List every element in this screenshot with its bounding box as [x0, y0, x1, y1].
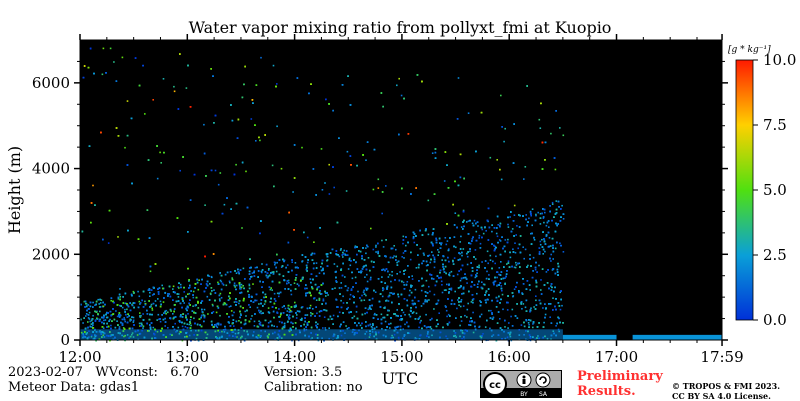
colorbar-ticks: 0.0 2.5 5.0 7.5 10.0: [753, 51, 796, 329]
colorbar-tick-label: 5.0: [763, 181, 787, 199]
preliminary-line-1: Preliminary: [577, 369, 663, 384]
footer-calibration: Calibration: no: [264, 380, 363, 395]
preliminary-notice: Preliminary Results.: [577, 369, 663, 399]
copyright-line-1: © TROPOS & FMI 2023.: [672, 381, 780, 391]
y-tick-label: 2000: [32, 245, 70, 263]
x-tick-label: 16:00: [488, 348, 531, 366]
colorbar-tick-label: 0.0: [763, 311, 787, 329]
footer-meteor: Meteor Data: gdas1: [8, 380, 139, 395]
x-tick-label: 13:00: [166, 348, 209, 366]
x-tick-label: 17:59: [700, 348, 743, 366]
sa-label: SA: [539, 391, 548, 397]
x-tick-label: 17:00: [595, 348, 638, 366]
colorbar-tick-label: 7.5: [763, 116, 787, 134]
cc-icon-text: cc: [489, 380, 501, 391]
y-axis-label: Height (m): [5, 146, 24, 234]
by-label: BY: [520, 391, 528, 397]
footer-wvconst: WVconst: 6.70: [95, 365, 199, 380]
colorbar: [736, 60, 753, 320]
x-tick-label: 12:00: [58, 348, 101, 366]
x-tick-label: 14:00: [273, 348, 316, 366]
y-tick-label: 0: [60, 331, 70, 349]
footer-left: 2023-02-07 WVconst: 6.70: [8, 365, 199, 380]
colorbar-tick-label: 10.0: [763, 51, 796, 69]
shallow-layer-a: [563, 335, 617, 340]
cc-license-badge: cc BY SA: [480, 370, 562, 398]
shallow-layer-b: [633, 335, 722, 340]
preliminary-line-2: Results.: [577, 384, 663, 399]
y-tick-label: 4000: [32, 160, 70, 178]
colorbar-tick-label: 2.5: [763, 246, 787, 264]
footer-version: Version: 3.5: [264, 365, 342, 380]
chart-title: Water vapor mixing ratio from pollyxt_fm…: [189, 18, 612, 37]
x-tick-label: 15:00: [380, 348, 423, 366]
copyright-notice: © TROPOS & FMI 2023. CC BY SA 4.0 Licens…: [672, 381, 780, 401]
footer-date: 2023-02-07: [8, 365, 83, 380]
x-axis-label: UTC: [382, 369, 418, 388]
sa-share-icon: [536, 373, 550, 387]
y-tick-label: 6000: [32, 74, 70, 92]
